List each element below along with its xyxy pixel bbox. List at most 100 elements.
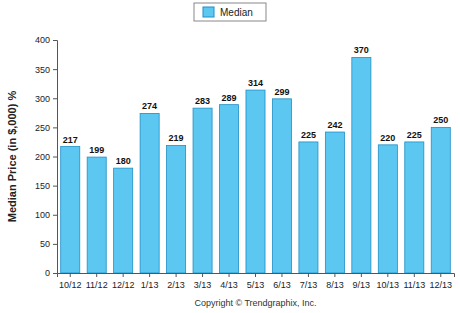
x-tick-label: 4/13 [220,280,238,290]
y-axis-line [53,41,58,274]
x-tick-label: 3/13 [194,280,212,290]
bar [193,108,212,273]
x-tick-mark [334,273,335,277]
x-tick-mark [281,273,282,277]
y-tick-mark [53,40,57,41]
x-tick-label: 7/13 [300,280,318,290]
data-label: 225 [407,130,422,140]
data-label: 283 [195,96,210,106]
y-tick-label: 400 [35,35,50,45]
y-tick: 200 [35,152,57,162]
y-tick-label: 150 [35,181,50,191]
y-tick: 50 [40,239,57,249]
annotation: Copyright © Trendgraphix, Inc. [194,298,316,308]
x-tick-label: 2/13 [167,280,185,290]
y-tick: 100 [35,210,57,220]
bar [87,157,106,273]
legend-label: Median [220,7,253,18]
x-tick-label: 5/13 [247,280,265,290]
bar [431,127,450,273]
bars [61,57,451,273]
x-tick-mark [176,273,177,277]
x-tick: 6/13 [273,273,291,290]
x-tick-label: 11/13 [403,280,425,290]
x-tick: 11/12 [86,273,108,290]
y-tick-mark [53,69,57,70]
data-label: 219 [169,133,184,143]
x-tick-label: 10/12 [59,280,82,290]
x-tick-mark [308,273,309,277]
x-tick: 2/13 [167,273,185,290]
data-label: 370 [354,45,369,55]
y-tick-label: 100 [35,210,50,220]
x-tick: 12/12 [112,273,135,290]
x-tick-mark [149,273,150,277]
bar [246,90,265,273]
y-tick-label: 200 [35,152,50,162]
bar [272,99,291,273]
x-tick: 10/13 [377,273,400,290]
x-tick-mark [70,273,71,277]
x-tick-label: 12/12 [112,280,135,290]
y-tick-mark [53,273,57,274]
data-label: 199 [89,145,104,155]
y-axis-title: Median Price (in $,000) % [6,91,18,223]
x-tick: 9/13 [353,273,371,290]
y-tick: 300 [35,94,57,104]
y-tick: 400 [35,35,57,45]
y-tick: 250 [35,123,57,133]
bar [61,147,80,273]
data-label: 274 [142,101,157,111]
bar [378,145,397,273]
chart: 0 50 100 150 200 250 300 350 400 10/12 11/12 12/12 1… [0,0,460,313]
x-tick-mark [96,273,97,277]
x-tick-mark [123,273,124,277]
y-tick-label: 350 [35,65,50,75]
data-label: 289 [222,93,237,103]
y-tick-mark [53,215,57,216]
x-tick-mark [361,273,362,277]
y-tick: 150 [35,181,57,191]
legend-box [194,3,266,21]
x-tick-mark [387,273,388,277]
x-tick-mark [202,273,203,277]
y-tick-mark [53,157,57,158]
y-tick-label: 0 [45,268,50,278]
bar [405,142,424,273]
x-tick-mark [255,273,256,277]
bar [167,145,186,273]
x-tick: 7/13 [300,273,318,290]
x-tick-label: 9/13 [353,280,371,290]
x-tick-label: 11/12 [86,280,108,290]
data-label: 314 [248,78,263,88]
bar [352,57,371,273]
x-tick-mark [440,273,441,277]
bar [325,132,344,273]
data-label: 250 [433,115,448,125]
y-tick: 0 [45,268,57,278]
x-tick: 4/13 [220,273,238,290]
bar [220,105,239,273]
x-tick: 10/12 [59,273,82,290]
y-tick-label: 50 [40,239,50,249]
y-tick-label: 300 [35,94,50,104]
data-label: 220 [380,133,395,143]
x-tick-label: 12/13 [430,280,453,290]
y-axis: 0 50 100 150 200 250 300 350 400 [35,35,58,278]
x-tick-mark [229,273,230,277]
y-tick-mark [53,98,57,99]
x-tick-label: 10/13 [377,280,400,290]
y-tick-mark [53,186,57,187]
bar [114,168,133,273]
x-tick: 12/13 [430,273,453,290]
x-tick: 8/13 [326,273,344,290]
bar [140,113,159,273]
x-tick: 11/13 [403,273,425,290]
data-label: 225 [301,130,316,140]
data-labels: 2171991802742192832893142992252423702202… [63,45,449,166]
y-tick-label: 250 [35,123,50,133]
x-tick: 3/13 [194,273,212,290]
x-axis-line [58,274,455,278]
y-tick: 350 [35,65,57,75]
data-label: 180 [116,156,131,166]
